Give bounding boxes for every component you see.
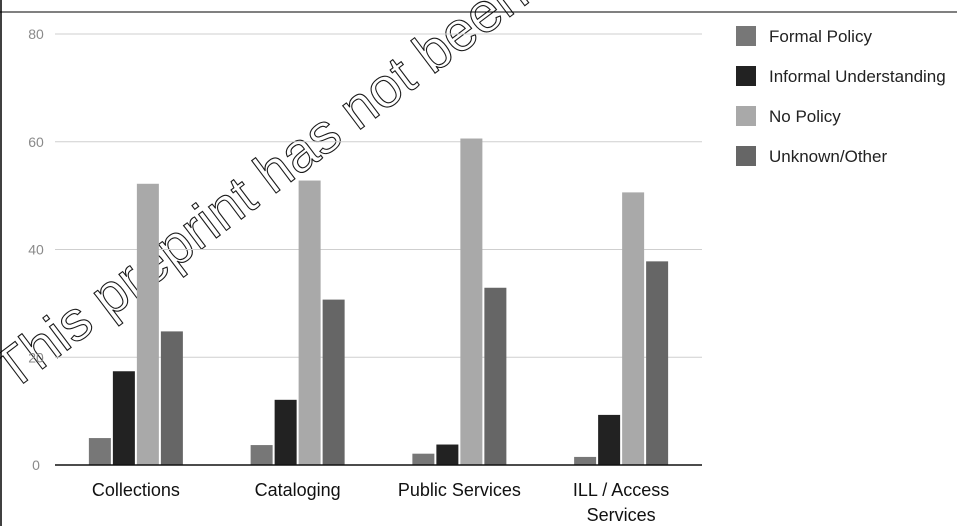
legend-swatch xyxy=(736,66,756,86)
legend-entry: Unknown/Other xyxy=(769,147,887,166)
x-tick-label: Cataloging xyxy=(255,480,341,500)
legend-entry: Informal Understanding xyxy=(769,67,946,86)
bar xyxy=(646,261,669,465)
legend-entry: Formal Policy xyxy=(769,27,872,46)
axes: 0 20 40 60 80 Collections Cataloging Public Ser… xyxy=(28,26,702,525)
legend-swatch xyxy=(736,26,756,46)
legend: Formal Policy Informal Understanding No Po… xyxy=(736,26,946,166)
legend-swatch xyxy=(736,146,756,166)
bar xyxy=(574,456,597,465)
bar xyxy=(298,180,321,466)
bar xyxy=(274,399,297,465)
y-tick-label: 40 xyxy=(28,242,44,258)
bar xyxy=(250,445,273,465)
bar xyxy=(622,192,645,465)
bar xyxy=(436,444,459,465)
x-tick-label: Services xyxy=(587,505,656,525)
bar xyxy=(460,138,483,465)
bar xyxy=(598,414,621,465)
bar xyxy=(322,299,345,465)
y-tick-label: 20 xyxy=(28,349,44,365)
x-tick-label: Public Services xyxy=(398,480,521,500)
bar xyxy=(160,331,183,465)
legend-entry: No Policy xyxy=(769,107,841,126)
y-tick-label: 60 xyxy=(28,134,44,150)
bars xyxy=(88,138,669,466)
bar xyxy=(112,371,135,465)
bar xyxy=(484,287,507,465)
bar xyxy=(412,453,435,465)
x-tick-label: ILL / Access xyxy=(573,480,669,500)
y-tick-label: 80 xyxy=(28,26,44,42)
y-tick-label: 0 xyxy=(32,457,40,473)
bar xyxy=(136,183,159,465)
legend-swatch xyxy=(736,106,756,126)
x-tick-label: Collections xyxy=(92,480,180,500)
bar xyxy=(88,438,111,465)
